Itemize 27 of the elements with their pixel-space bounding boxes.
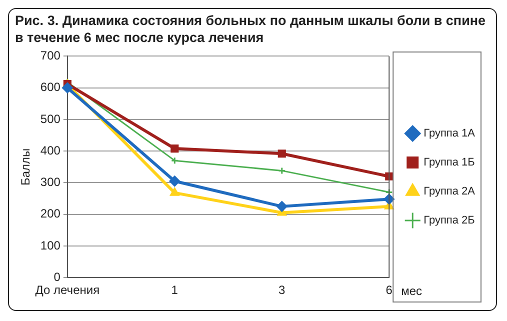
legend-label: Группа 2Б — [424, 214, 475, 227]
y-tick-label: 200 — [40, 206, 61, 221]
y-tick-label: 0 — [54, 270, 61, 284]
point — [170, 144, 179, 153]
y-tick-label: 600 — [40, 80, 61, 94]
point — [170, 156, 178, 164]
point — [278, 150, 286, 158]
y-tick-label: 700 — [40, 48, 61, 63]
y-tick-label: 500 — [40, 112, 61, 126]
point — [276, 200, 288, 212]
y-tick-label: 400 — [40, 143, 61, 158]
point — [169, 176, 180, 187]
chart-title: Рис. 3. Динамика состояния больных по данным шкалы боли в спине в течение 6 мес после курса лечения — [15, 12, 487, 46]
legend-label: Группа 1Б — [424, 156, 475, 169]
x-axis-title: мес — [401, 284, 422, 298]
point — [278, 166, 286, 174]
x-tick-label: До лечения — [35, 283, 100, 298]
y-axis-title: Баллы — [18, 148, 33, 186]
legend-label: Группа 1А — [424, 128, 476, 140]
x-tick-label: 3 — [278, 283, 286, 298]
x-tick-label: 1 — [171, 283, 178, 298]
y-tick-label: 300 — [40, 175, 61, 190]
y-tick-label: 100 — [40, 238, 61, 252]
point — [62, 82, 73, 94]
legend-label: Группа 2А — [424, 186, 476, 198]
x-tick-label: 6 — [386, 283, 393, 298]
point — [170, 187, 180, 196]
